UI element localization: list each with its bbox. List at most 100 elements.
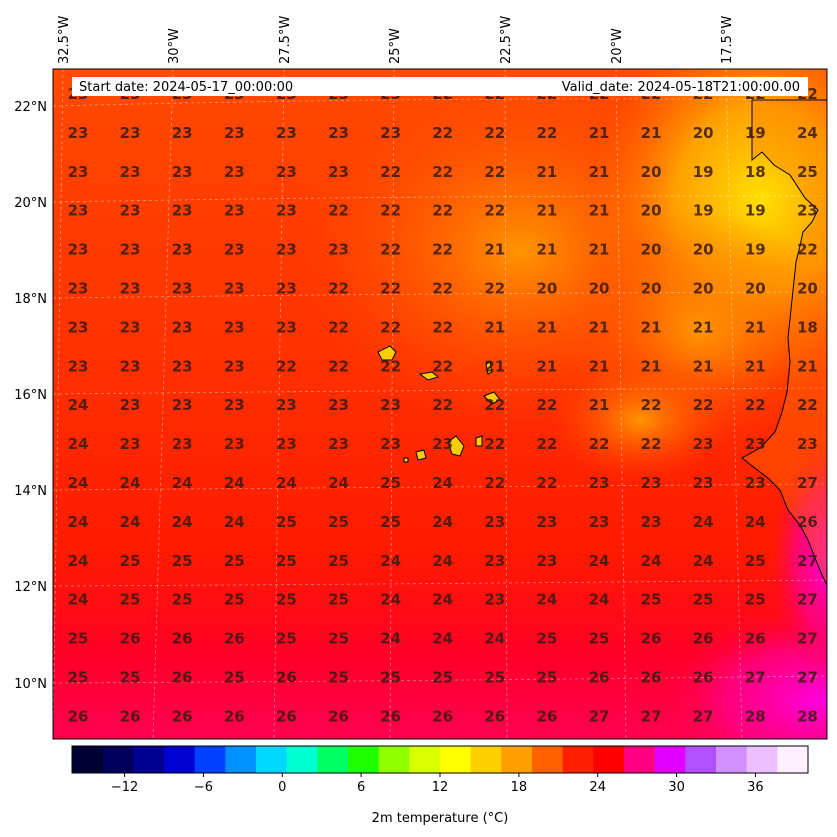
grid-value: 27 <box>589 707 610 725</box>
colorbar: −12 −6 0 6 12 18 24 30 36 2m temperature (°C) <box>71 745 809 826</box>
colorbar-cell <box>225 746 257 773</box>
grid-value: 22 <box>432 124 453 142</box>
grid-value: 23 <box>328 241 349 259</box>
colorbar-tick-label: −6 <box>194 780 213 795</box>
colorbar-tick-label: 30 <box>668 780 685 795</box>
grid-value: 20 <box>641 280 662 298</box>
grid-value: 22 <box>484 474 505 492</box>
grid-value: 21 <box>484 318 505 336</box>
colorbar-tick-label: 36 <box>747 780 764 795</box>
grid-value: 24 <box>172 474 193 492</box>
cape-verde-islands <box>377 345 501 463</box>
grid-value: 24 <box>797 124 818 142</box>
grid-value: 25 <box>328 669 349 687</box>
grid-value: 19 <box>745 124 766 142</box>
grid-value: 22 <box>536 396 557 414</box>
grid-value: 23 <box>276 435 297 453</box>
grid-value: 21 <box>536 241 557 259</box>
grid-value: 26 <box>693 630 714 648</box>
colorbar-cell <box>624 746 656 773</box>
grid-value: 24 <box>693 513 714 531</box>
grid-value: 25 <box>484 669 505 687</box>
grid-value: 28 <box>797 707 818 725</box>
grid-value: 26 <box>536 707 557 725</box>
colorbar-cell <box>440 746 472 773</box>
grid-value: 23 <box>484 591 505 609</box>
grid-value: 20 <box>693 124 714 142</box>
lat-label: 20°N <box>14 196 47 211</box>
grid-value: 23 <box>224 202 245 220</box>
grid-value: 24 <box>68 513 89 531</box>
lat-label: 12°N <box>14 580 47 595</box>
grid-value: 23 <box>484 513 505 531</box>
grid-value: 22 <box>641 435 662 453</box>
coastline <box>741 99 827 739</box>
colorbar-tick-label: 6 <box>357 780 365 795</box>
grid-value: 22 <box>432 357 453 375</box>
grid-value: 23 <box>172 241 193 259</box>
grid-value: 21 <box>589 396 610 414</box>
grid-value: 23 <box>120 280 141 298</box>
grid-value: 25 <box>120 669 141 687</box>
grid-value: 24 <box>641 552 662 570</box>
grid-value: 26 <box>120 630 141 648</box>
grid-value: 23 <box>224 124 245 142</box>
grid-value: 22 <box>589 435 610 453</box>
grid-value: 21 <box>589 163 610 181</box>
grid-value: 22 <box>797 241 818 259</box>
grid-value: 22 <box>380 357 401 375</box>
grid-value: 21 <box>536 318 557 336</box>
grid-value: 24 <box>224 474 245 492</box>
grid-value: 22 <box>380 280 401 298</box>
grid-value: 26 <box>172 630 193 648</box>
grid-value: 23 <box>224 241 245 259</box>
grid-value: 26 <box>68 707 89 725</box>
lat-label: 10°N <box>14 677 47 692</box>
grid-value: 24 <box>693 552 714 570</box>
grid-value: 22 <box>432 318 453 336</box>
grid-value: 23 <box>380 396 401 414</box>
colorbar-cell <box>102 746 134 773</box>
grid-value: 21 <box>589 202 610 220</box>
grid-value: 24 <box>589 591 610 609</box>
grid-value: 24 <box>484 630 505 648</box>
grid-value: 23 <box>172 318 193 336</box>
grid-value: 24 <box>172 513 193 531</box>
grid-value: 27 <box>797 630 818 648</box>
grid-value: 27 <box>797 552 818 570</box>
grid-value: 23 <box>224 396 245 414</box>
grid-value: 23 <box>589 513 610 531</box>
grid-value: 26 <box>432 707 453 725</box>
date-banner <box>72 77 808 96</box>
grid-value: 24 <box>328 474 349 492</box>
grid-value: 20 <box>641 241 662 259</box>
grid-value: 23 <box>68 124 89 142</box>
latitude-labels: 22°N 20°N 18°N 16°N 14°N 12°N 10°N <box>14 100 47 692</box>
grid-value: 23 <box>120 396 141 414</box>
grid-value: 27 <box>797 669 818 687</box>
grid-value: 26 <box>589 669 610 687</box>
grid-value: 20 <box>589 280 610 298</box>
grid-value: 21 <box>589 241 610 259</box>
grid-value: 23 <box>68 241 89 259</box>
grid-value: 25 <box>224 591 245 609</box>
colorbar-cell <box>654 746 686 773</box>
grid-value: 23 <box>172 357 193 375</box>
colorbar-cell <box>286 746 318 773</box>
grid-value: 23 <box>328 396 349 414</box>
grid-value: 27 <box>641 707 662 725</box>
grid-value: 23 <box>693 435 714 453</box>
grid-value: 26 <box>276 707 297 725</box>
grid-value: 23 <box>68 163 89 181</box>
grid-value: 22 <box>745 396 766 414</box>
grid-value: 26 <box>172 707 193 725</box>
grid-value: 23 <box>328 163 349 181</box>
grid-value: 22 <box>641 396 662 414</box>
grid-value: 26 <box>641 630 662 648</box>
grid-value: 25 <box>224 669 245 687</box>
grid-value: 24 <box>380 591 401 609</box>
grid-value: 27 <box>797 474 818 492</box>
grid-value: 23 <box>224 357 245 375</box>
grid-value: 20 <box>641 202 662 220</box>
valid-date: Valid_date: 2024-05-18T21:00:00.00 <box>562 80 800 95</box>
